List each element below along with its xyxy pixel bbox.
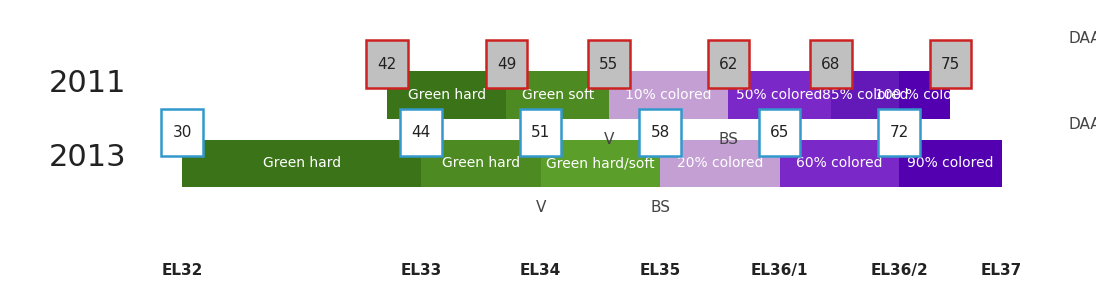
Text: 20% colored: 20% colored [676,156,763,170]
Bar [421,140,540,187]
Text: 65: 65 [770,125,789,140]
Bar [366,40,408,88]
Bar [729,71,831,119]
Text: BS: BS [718,132,739,147]
Text: EL36/2: EL36/2 [870,263,928,278]
Text: EL32: EL32 [161,263,203,278]
Text: Green soft: Green soft [522,88,594,102]
Text: V: V [604,132,614,147]
Text: 58: 58 [651,125,670,140]
Text: V: V [536,200,546,215]
Bar [609,71,729,119]
Text: Green hard: Green hard [408,88,486,102]
Text: EL36/1: EL36/1 [751,263,809,278]
Bar [899,71,950,119]
Bar [708,40,750,88]
Bar [758,109,800,156]
Text: DAA: DAA [1069,31,1096,46]
Bar [387,71,506,119]
Text: 50% colored: 50% colored [737,88,823,102]
Bar [589,40,630,88]
Text: 51: 51 [530,125,550,140]
Bar [520,109,561,156]
Bar [486,40,527,88]
Text: EL34: EL34 [520,263,561,278]
Bar [831,71,899,119]
Text: 60% colored: 60% colored [796,156,882,170]
Text: 72: 72 [890,125,909,140]
Bar [506,71,609,119]
Text: 42: 42 [377,57,397,72]
Text: Green hard: Green hard [263,156,341,170]
Text: 85% colored: 85% colored [822,88,909,102]
Text: Green hard: Green hard [442,156,520,170]
Text: 2011: 2011 [49,69,126,98]
Text: 30: 30 [172,125,192,140]
Bar [779,140,899,187]
Bar [660,140,779,187]
Bar [878,109,920,156]
Bar [899,140,1002,187]
Text: 2013: 2013 [49,143,126,172]
Text: 44: 44 [411,125,431,140]
Text: EL33: EL33 [400,263,442,278]
Bar [400,109,442,156]
Bar [810,40,852,88]
Bar [161,109,203,156]
Bar [639,109,681,156]
Text: 55: 55 [600,57,618,72]
Text: EL35: EL35 [639,263,681,278]
Text: 10% colored: 10% colored [626,88,712,102]
Text: BS: BS [650,200,670,215]
Text: 49: 49 [496,57,516,72]
Bar [182,140,421,187]
Text: 75: 75 [940,57,960,72]
Text: DAA: DAA [1069,117,1096,132]
Text: 100 % colored: 100 % colored [875,88,974,102]
Bar [540,140,660,187]
Text: EL37: EL37 [981,263,1023,278]
Text: Green hard/soft: Green hard/soft [546,156,654,170]
Text: 90% colored: 90% colored [907,156,994,170]
Text: 62: 62 [719,57,738,72]
Text: 68: 68 [821,57,841,72]
Bar [929,40,971,88]
